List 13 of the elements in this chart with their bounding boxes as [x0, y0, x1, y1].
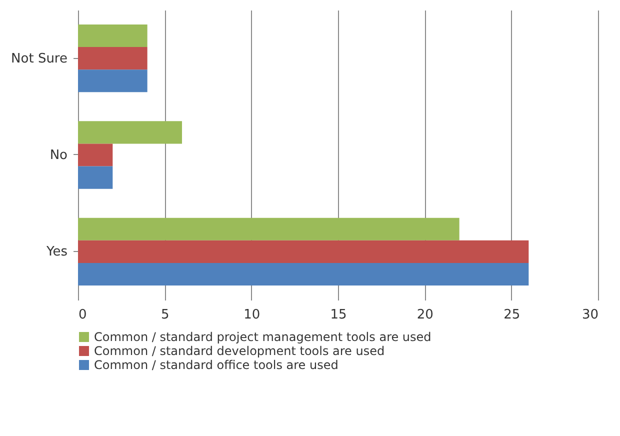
y-tick-label: No — [50, 148, 68, 163]
legend-label: Common / standard project management tools are used — [94, 330, 432, 344]
legend-label: Common / standard development tools are used — [94, 344, 385, 358]
x-tick-label: 20 — [416, 308, 434, 322]
x-tick-label: 25 — [504, 308, 520, 322]
x-tick-label: 0 — [78, 308, 87, 322]
x-tick-label: 15 — [330, 308, 347, 322]
x-tick-label: 10 — [244, 308, 260, 322]
x-tick-label: 5 — [161, 308, 170, 322]
y-tick-label: Yes — [46, 244, 68, 260]
y-tick-label: Not Sure — [11, 51, 68, 66]
x-tick-label: 30 — [582, 308, 598, 322]
legend-label: Common / standard office tools are used — [94, 358, 338, 372]
